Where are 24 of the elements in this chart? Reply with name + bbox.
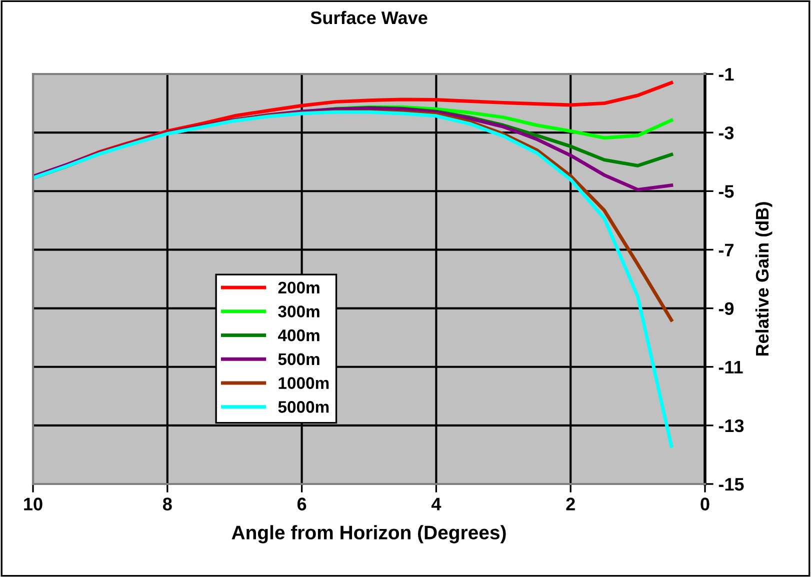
legend-label: 500m [278,353,320,366]
y-tick-label: -11 [718,360,743,374]
legend-label: 5000m [278,401,329,413]
legend-label: 300m [278,306,320,318]
chart-title: Surface Wave [310,10,428,24]
y-tick-label: -5 [718,185,734,198]
y-tick-label: -7 [718,244,734,256]
y-tick-label: -9 [718,302,734,316]
legend-label: 200m [278,282,320,294]
x-axis-title: Angle from Horizon (Degrees) [232,525,506,544]
x-tick-label: 8 [162,498,172,510]
x-tick-label: 0 [700,498,710,510]
y-tick-label: -1 [718,68,734,81]
y-tick-label: -13 [718,419,744,432]
y-tick-label: -15 [718,478,744,491]
line-series [33,110,674,448]
legend-label: 400m [278,329,320,342]
x-tick-label: 4 [431,498,442,510]
y-tick-label: -3 [718,126,734,140]
legend-label: 1000m [278,377,329,389]
y-axis-title: Relative Gain (dB) [755,202,772,356]
x-tick-label: 10 [24,498,42,510]
x-tick-label: 6 [297,498,306,510]
x-tick-label: 2 [566,498,575,510]
